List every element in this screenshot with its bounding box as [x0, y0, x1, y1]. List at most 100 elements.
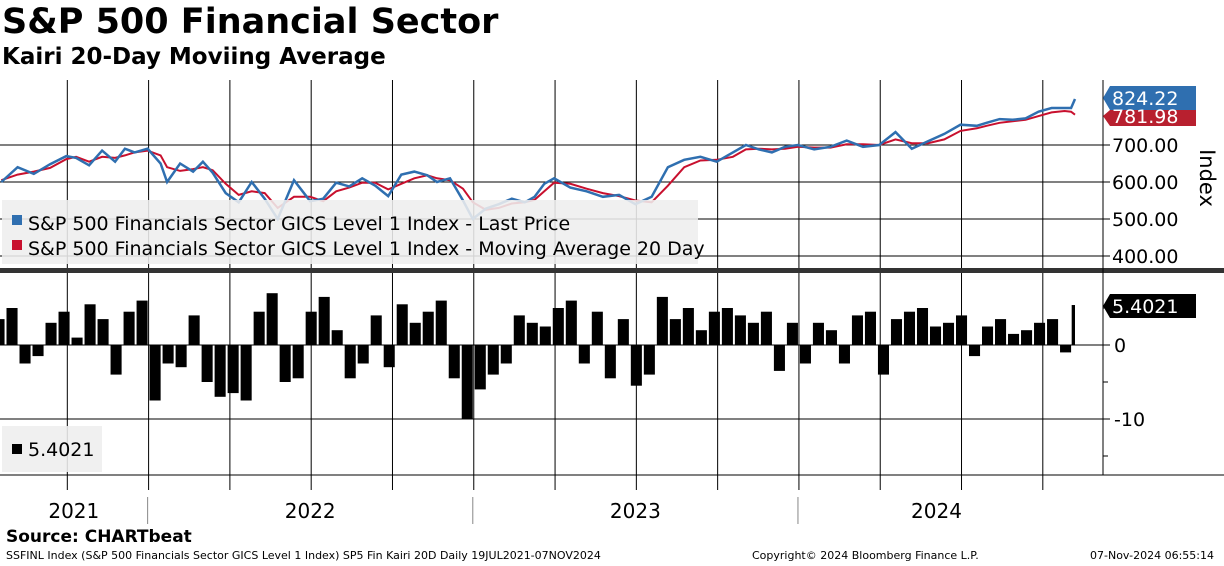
kairi-bar — [253, 311, 265, 345]
kairi-bar — [0, 319, 5, 345]
kairi-bar — [903, 311, 916, 345]
kairi-bar — [942, 322, 955, 345]
kairi-bar — [656, 296, 668, 345]
kairi-bar — [136, 300, 148, 345]
kairi-bar — [19, 345, 31, 364]
kairi-bar — [266, 293, 278, 345]
kairi-bar — [721, 308, 733, 345]
kairi-bar — [734, 315, 746, 345]
kairi-bar — [45, 322, 57, 345]
kairi-bar — [1071, 305, 1075, 345]
year-label: 2022 — [285, 499, 336, 523]
legend-label-price: S&P 500 Financials Sector GICS Level 1 I… — [28, 213, 570, 235]
kairi-bar — [344, 345, 356, 379]
badge-kairi-last: 5.4021 — [1103, 294, 1196, 318]
vertical-gridlines — [66, 80, 1044, 490]
kairi-bar — [97, 319, 109, 345]
kairi-bar — [643, 345, 655, 375]
footer-left: SSFINL Index (S&P 500 Financials Sector … — [6, 549, 601, 562]
kairi-bar — [58, 311, 70, 345]
kairi-tick-label: -10 — [1114, 409, 1145, 431]
kairi-bar — [851, 315, 863, 345]
kairi-bar — [1047, 319, 1059, 345]
kairi-bar — [162, 345, 174, 364]
kairi-bar — [292, 345, 304, 379]
kairi-bar — [201, 345, 213, 382]
kairi-bar — [995, 319, 1007, 345]
kairi-bar — [916, 308, 929, 345]
kairi-bar — [214, 345, 226, 397]
kairi-bar — [396, 304, 408, 345]
kairi-bar — [383, 345, 395, 368]
kairi-bar — [955, 315, 968, 345]
legend-label-kairi: 5.4021 — [28, 439, 94, 461]
kairi-bar — [71, 337, 83, 345]
kairi-bar — [630, 345, 642, 386]
kairi-bar — [786, 322, 798, 345]
badge-price-text: 824.22 — [1112, 88, 1178, 110]
kairi-bar — [500, 345, 512, 364]
year-label: 2024 — [911, 499, 962, 523]
price-y-axis: 400.00 500.00 600.00 700.00 — [1103, 135, 1178, 268]
kairi-bar — [175, 345, 187, 368]
kairi-bar — [422, 311, 434, 345]
price-tick-label: 600.00 — [1112, 172, 1178, 194]
kairi-bar — [604, 345, 616, 379]
kairi-bar — [877, 345, 890, 375]
kairi-bar — [318, 296, 330, 345]
kairi-bar — [708, 311, 720, 345]
footer-right: 07-Nov-2024 06:55:14 — [1090, 549, 1215, 562]
kairi-bar — [838, 345, 850, 364]
kairi-bar — [370, 315, 382, 345]
kairi-bar — [279, 345, 291, 382]
chart-subtitle: Kairi 20-Day Moviing Average — [2, 44, 386, 70]
kairi-bar — [110, 345, 122, 375]
kairi-bar — [123, 311, 135, 345]
kairi-bar — [435, 300, 447, 345]
kairi-bar — [799, 345, 811, 364]
kairi-bar — [305, 311, 317, 345]
kairi-bar — [682, 308, 694, 345]
legend-label-ma: S&P 500 Financials Sector GICS Level 1 I… — [28, 238, 705, 260]
kairi-bar — [695, 330, 707, 345]
kairi-bar — [32, 345, 44, 357]
kairi-bar — [474, 345, 486, 390]
kairi-bar — [890, 319, 903, 345]
kairi-bars — [0, 293, 1103, 419]
kairi-bar — [982, 326, 994, 345]
kairi-bar — [578, 345, 590, 364]
kairi-bar — [409, 322, 421, 345]
panel-divider — [0, 268, 1224, 273]
chart-title: S&P 500 Financial Sector — [2, 2, 499, 42]
kairi-bar — [149, 345, 161, 401]
kairi-bar — [929, 326, 942, 345]
price-tick-label: 500.00 — [1112, 209, 1178, 231]
price-line — [0, 98, 1077, 222]
kairi-bar — [357, 345, 369, 364]
kairi-bar — [227, 345, 239, 394]
legend-swatch-ma — [12, 240, 22, 250]
legend-swatch-price — [12, 215, 22, 225]
source-note: Source: CHARTbeat — [6, 527, 192, 547]
kairi-tick-label: 0 — [1114, 335, 1126, 357]
kairi-bar — [617, 319, 629, 345]
badge-kairi-text: 5.4021 — [1112, 296, 1178, 318]
kairi-bar — [240, 345, 252, 401]
kairi-bar — [669, 319, 681, 345]
kairi-bar — [1021, 330, 1033, 345]
kairi-bar — [188, 315, 200, 345]
kairi-y-axis: 0 -10 — [1103, 307, 1145, 457]
kairi-bar — [461, 345, 473, 419]
kairi-bar — [1034, 322, 1046, 345]
kairi-bar — [1008, 333, 1020, 345]
y-axis-label: Index — [1195, 149, 1219, 207]
year-label: 2021 — [48, 499, 99, 523]
footer-center: Copyright© 2024 Bloomberg Finance L.P. — [752, 549, 979, 562]
badge-ma-last: 781.98 — [1103, 106, 1196, 128]
kairi-bar — [526, 322, 538, 345]
year-label: 2023 — [610, 499, 661, 523]
kairi-bar — [513, 315, 525, 345]
kairi-bar — [968, 345, 981, 357]
kairi-bar — [747, 322, 759, 345]
kairi-bar — [448, 345, 460, 379]
